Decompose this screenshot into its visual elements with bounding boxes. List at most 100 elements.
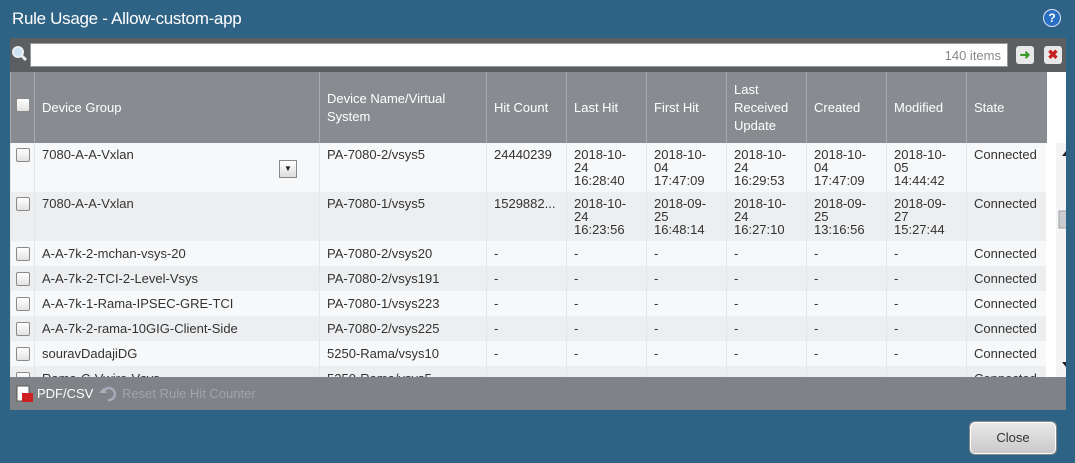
- table-cell: -: [566, 341, 647, 366]
- row-dropdown[interactable]: ▼: [279, 160, 297, 178]
- table-cell: Connected: [966, 366, 1046, 377]
- column-header[interactable]: Device Group: [34, 72, 320, 143]
- table-header: Device Group Device Name/Virtual System Hi…: [10, 72, 1047, 143]
- table-cell: 7080-A-A-Vxlan ▼: [34, 143, 320, 192]
- table-cell: 2018-09-25 13:16:56: [806, 192, 887, 241]
- row-checkbox[interactable]: [16, 148, 30, 162]
- table-cell: 2018-10-04 17:47:09: [806, 143, 887, 192]
- column-header[interactable]: State: [966, 72, 1047, 143]
- table-cell: -: [886, 341, 967, 366]
- table-cell: 1529882...: [486, 192, 567, 241]
- table-cell: -: [726, 291, 807, 316]
- table-body: 7080-A-A-Vxlan ▼ PA-7080-2/vsys5 24440239 20…: [10, 143, 1046, 377]
- table-cell: PA-7080-1/vsys223: [319, 291, 487, 316]
- table-cell: PA-7080-2/vsys191: [319, 266, 487, 291]
- export-button[interactable]: PDF/CSV: [37, 386, 94, 401]
- usage-table: Device Group Device Name/Virtual System Hi…: [10, 72, 1066, 377]
- checkbox-cell: [10, 291, 35, 316]
- table-cell: -: [726, 266, 807, 291]
- table-cell: Connected: [966, 341, 1046, 366]
- table-cell: A-A-7k-2-rama-10GIG-Client-Side: [34, 316, 320, 341]
- table-row: 7080-A-A-Vxlan ▼ PA-7080-2/vsys5 24440239 20…: [10, 143, 1046, 192]
- table-cell: PA-7080-2/vsys20: [319, 241, 487, 266]
- scrollbar-graphic: [1058, 151, 1066, 367]
- column-header[interactable]: Last Received Update: [726, 72, 807, 143]
- checkbox-cell: [10, 316, 35, 341]
- help-icon[interactable]: ?: [1043, 9, 1061, 27]
- column-header[interactable]: First Hit: [646, 72, 727, 143]
- column-header[interactable]: Modified: [886, 72, 967, 143]
- table-cell: PA-7080-2/vsys5: [319, 143, 487, 192]
- apply-filter-button[interactable]: ➜: [1016, 46, 1034, 64]
- table-cell: 2018-09-25 16:48:14: [646, 192, 727, 241]
- table-cell: 7080-A-A-Vxlan: [34, 192, 320, 241]
- table-cell: -: [646, 266, 727, 291]
- column-header[interactable]: Last Hit: [566, 72, 647, 143]
- close-button[interactable]: Close: [970, 422, 1056, 454]
- table-cell: Connected: [966, 291, 1046, 316]
- table-cell: -: [566, 291, 647, 316]
- table-cell: PA-7080-2/vsys225: [319, 316, 487, 341]
- table-cell: -: [726, 341, 807, 366]
- column-header[interactable]: Hit Count: [486, 72, 567, 143]
- dialog-title: Rule Usage - Allow-custom-app: [12, 9, 242, 28]
- reset-counter-button: Reset Rule Hit Counter: [122, 386, 256, 401]
- table-row: A-A-7k-2-rama-10GIG-Client-Side PA-7080-2…: [10, 316, 1046, 341]
- table-cell: -: [566, 241, 647, 266]
- table-cell: -: [646, 341, 727, 366]
- column-header[interactable]: Created: [806, 72, 887, 143]
- table-cell: -: [886, 291, 967, 316]
- table-cell: -: [566, 366, 647, 377]
- table-cell: -: [566, 266, 647, 291]
- checkbox-cell: [10, 192, 35, 241]
- row-checkbox[interactable]: [16, 197, 30, 211]
- table-cell: 5250-Rama/vsys10: [319, 341, 487, 366]
- checkbox-cell: [10, 341, 35, 366]
- table-cell: -: [486, 366, 567, 377]
- table-cell: 2018-10-24 16:23:56: [566, 192, 647, 241]
- table-cell: -: [886, 241, 967, 266]
- row-checkbox[interactable]: [16, 347, 30, 361]
- table-cell: 2018-10-05 14:44:42: [886, 143, 967, 192]
- row-checkbox[interactable]: [16, 297, 30, 311]
- checkbox-cell: [10, 241, 35, 266]
- row-checkbox[interactable]: [16, 322, 30, 336]
- table-cell: 5250-Rama/vsys5: [319, 366, 487, 377]
- table-cell: 2018-09-27 15:27:44: [886, 192, 967, 241]
- row-checkbox[interactable]: [16, 272, 30, 286]
- column-header[interactable]: Device Name/Virtual System: [319, 72, 487, 143]
- table-cell: 2018-10-24 16:29:53: [726, 143, 807, 192]
- table-cell: -: [646, 241, 727, 266]
- table-cell: Connected: [966, 192, 1046, 241]
- search-input[interactable]: 140 items: [30, 43, 1008, 67]
- table-cell: -: [806, 241, 887, 266]
- table-cell: -: [486, 316, 567, 341]
- table-cell: -: [646, 366, 727, 377]
- scrollbar[interactable]: [1056, 143, 1066, 377]
- table-cell: -: [806, 316, 887, 341]
- table-cell: Connected: [966, 143, 1046, 192]
- row-checkbox[interactable]: [16, 247, 30, 261]
- table-cell: -: [806, 291, 887, 316]
- table-row: souravDadajiDG 5250-Rama/vsys10- - - - - - Conn…: [10, 341, 1046, 366]
- table-cell: -: [646, 291, 727, 316]
- table-cell: -: [886, 266, 967, 291]
- table-cell: -: [806, 266, 887, 291]
- table-cell: -: [806, 341, 887, 366]
- table-row: 7080-A-A-Vxlan PA-7080-1/vsys5 1529882... 2…: [10, 192, 1046, 241]
- clear-filter-button[interactable]: ✖: [1044, 46, 1062, 64]
- table-cell: -: [886, 366, 967, 377]
- checkbox-cell: [10, 143, 35, 192]
- table-cell: -: [886, 316, 967, 341]
- checkbox-cell: [10, 266, 35, 291]
- row-checkbox[interactable]: [16, 98, 30, 112]
- table-row: A-A-7k-2-TCI-2-Level-Vsys PA-7080-2/vsys1…: [10, 266, 1046, 291]
- row-checkbox[interactable]: [16, 372, 30, 377]
- table-cell: -: [726, 241, 807, 266]
- checkbox-cell: [10, 72, 35, 143]
- table-cell: Rama-C-Vwire-Vsys: [34, 366, 320, 377]
- table-cell: A-A-7k-1-Rama-IPSEC-GRE-TCI: [34, 291, 320, 316]
- table-cell: Connected: [966, 266, 1046, 291]
- table-cell: Connected: [966, 241, 1046, 266]
- search-bar: 140 items ➜ ✖: [10, 38, 1066, 72]
